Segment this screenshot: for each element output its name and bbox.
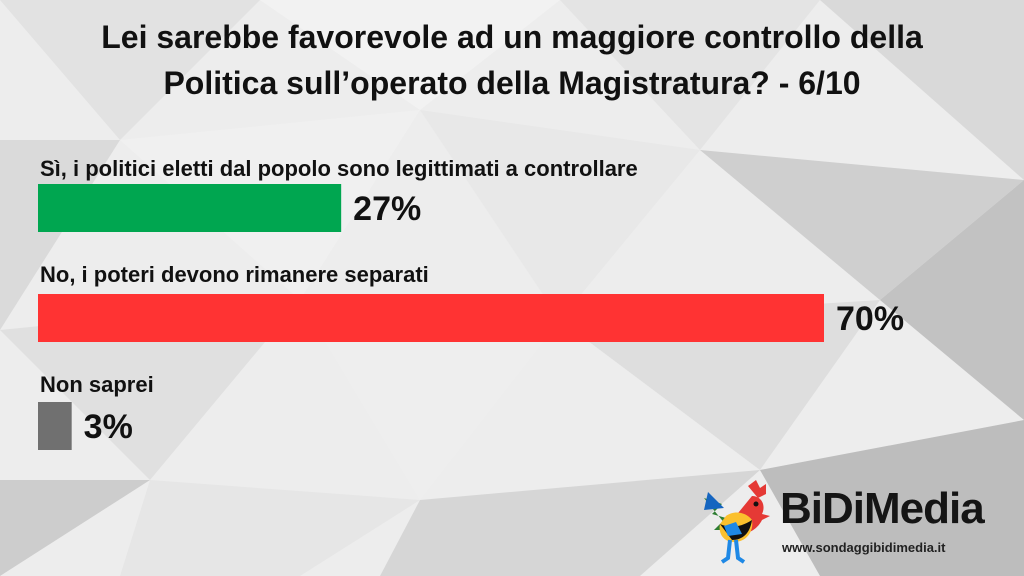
- chart-title: Lei sarebbe favorevole ad un maggiore co…: [0, 14, 1024, 106]
- category-label: Sì, i politici eletti dal popolo sono le…: [40, 156, 638, 181]
- bar: [38, 184, 342, 232]
- value-label: 3%: [84, 408, 133, 446]
- title-line-1: Lei sarebbe favorevole ad un maggiore co…: [101, 19, 923, 55]
- bar: [38, 402, 72, 450]
- bar: [38, 294, 824, 342]
- value-label: 27%: [353, 190, 421, 228]
- website-link[interactable]: www.sondaggibidimedia.it: [782, 540, 946, 555]
- category-label: No, i poteri devono rimanere separati: [40, 262, 429, 287]
- title-line-2: Politica sull’operato della Magistratura…: [163, 65, 861, 101]
- value-label: 70%: [836, 300, 904, 338]
- category-label: Non saprei: [40, 372, 154, 397]
- bidimedia-logo: BiDiMedia www.sondaggibidimedia.it: [700, 478, 1010, 568]
- rooster-icon: [704, 480, 770, 564]
- brand-name: BiDiMedia: [780, 484, 985, 533]
